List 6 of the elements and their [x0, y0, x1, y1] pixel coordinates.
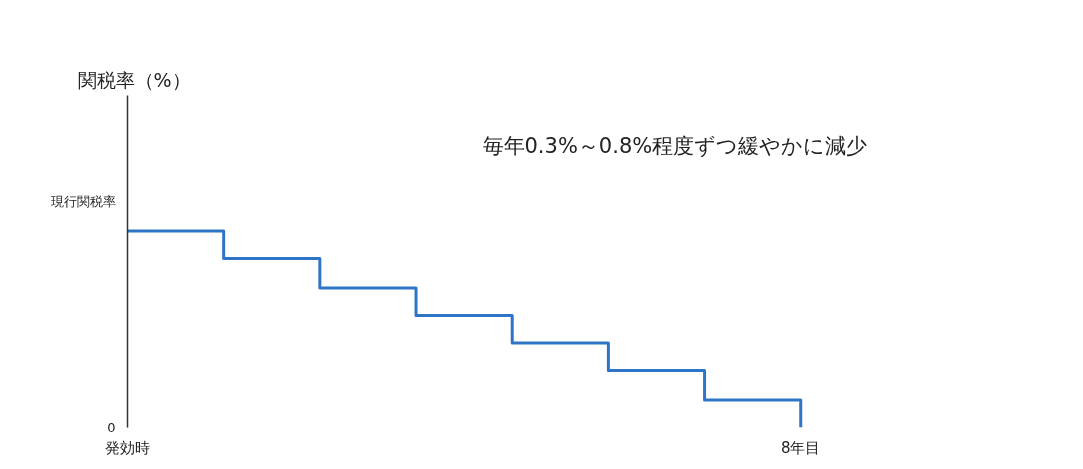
x-tick-label: 発効時 — [105, 438, 150, 457]
text: 関税率（%） — [77, 68, 191, 91]
text: 毎年0.3%～0.8%程度ずつ緩やかに減少 — [482, 133, 868, 158]
x-tick-label: 8年目 — [780, 438, 821, 457]
annotation: 0 — [107, 420, 116, 435]
text: 現行関税率 — [50, 194, 116, 210]
